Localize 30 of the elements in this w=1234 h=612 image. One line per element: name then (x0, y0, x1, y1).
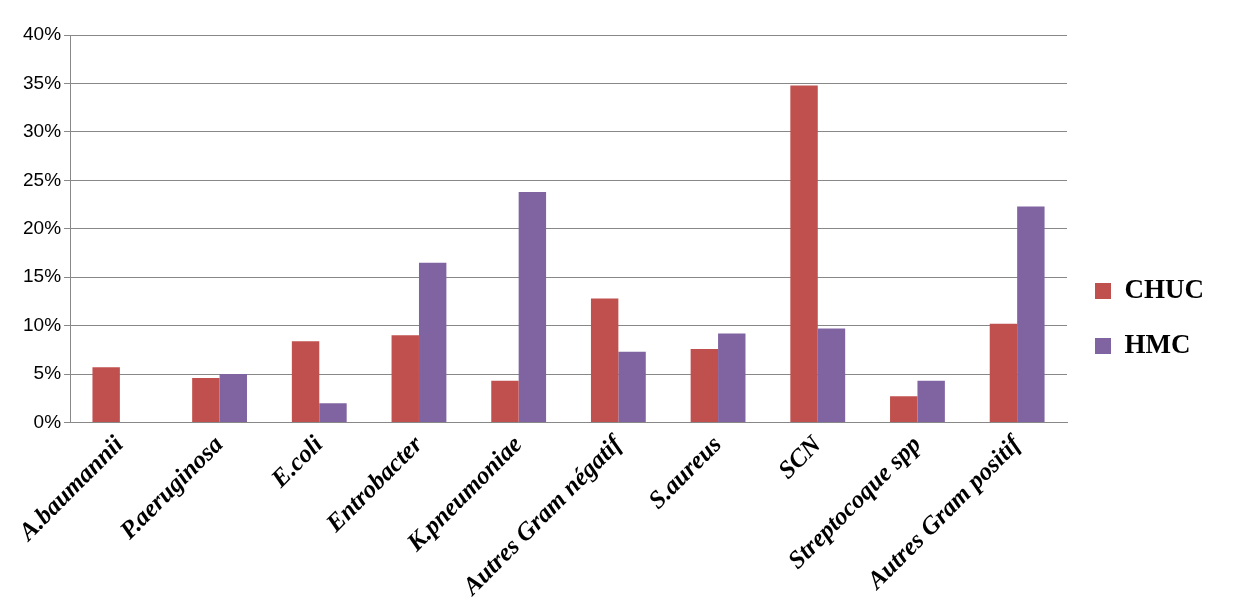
bar (418, 262, 447, 423)
y-tick-label: 25% (23, 168, 62, 190)
bar (491, 380, 519, 423)
legend-label: HMC (1124, 328, 1191, 359)
bar (690, 348, 719, 423)
bar (192, 377, 220, 423)
bar (319, 403, 347, 423)
y-tick-label: 10% (23, 313, 62, 335)
bar (590, 298, 619, 423)
bar (92, 367, 120, 423)
bar (219, 374, 247, 423)
y-tick-label: 5% (33, 362, 62, 384)
y-tick-label: 15% (23, 265, 62, 287)
bar (618, 351, 646, 423)
bar (917, 380, 945, 423)
bar (790, 85, 818, 423)
y-tick-label: 30% (23, 120, 62, 142)
bar (391, 335, 419, 423)
bar (291, 341, 320, 423)
bar (518, 191, 547, 423)
bar (890, 396, 918, 423)
y-tick-label: 0% (33, 410, 62, 432)
bar (718, 333, 746, 423)
bar (1017, 206, 1045, 423)
bar (989, 323, 1018, 423)
y-tick-label: 35% (23, 71, 62, 93)
y-tick-label: 40% (23, 23, 62, 45)
bar (817, 328, 846, 423)
legend-label: CHUC (1124, 273, 1204, 304)
y-tick-label: 20% (23, 216, 62, 238)
